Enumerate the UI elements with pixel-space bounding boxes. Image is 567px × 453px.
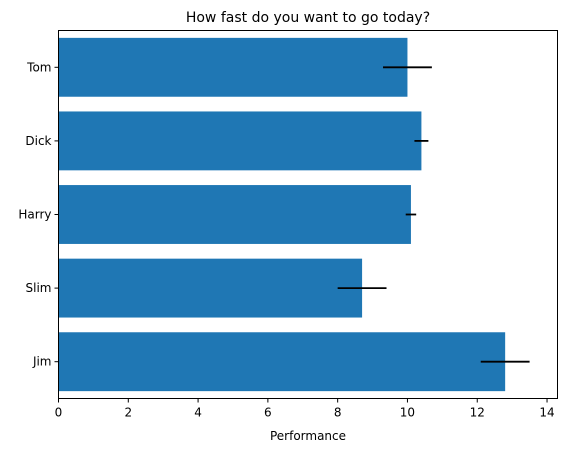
y-tick-label-slim: Slim (26, 281, 52, 295)
y-axis: Tom Dick Harry Slim Jim (18, 60, 59, 369)
x-tick-label-12: 12 (470, 406, 485, 420)
y-tick-label-jim: Jim (32, 355, 52, 369)
x-tick-label-4: 4 (194, 406, 202, 420)
x-axis: 0 2 4 6 8 10 12 14 (55, 398, 555, 420)
chart-title: How fast do you want to go today? (186, 10, 430, 26)
bar-dick (58, 111, 422, 171)
y-tick-label-harry: Harry (18, 208, 51, 222)
error-bars-layer (337, 66, 530, 363)
x-tick-label-6: 6 (264, 406, 272, 420)
x-tick-label-0: 0 (55, 406, 63, 420)
bar-jim (58, 332, 506, 392)
y-tick-label-tom: Tom (26, 60, 51, 74)
y-tick-label-dick: Dick (25, 134, 51, 148)
x-tick-label-8: 8 (334, 406, 342, 420)
x-axis-label: Performance (270, 429, 346, 443)
bar-harry (58, 185, 411, 244)
x-tick-label-2: 2 (124, 406, 132, 420)
bar-tom (58, 37, 408, 97)
x-tick-label-14: 14 (539, 406, 554, 420)
bars-layer (58, 37, 506, 392)
x-tick-label-10: 10 (400, 406, 415, 420)
bar-slim (58, 258, 363, 318)
